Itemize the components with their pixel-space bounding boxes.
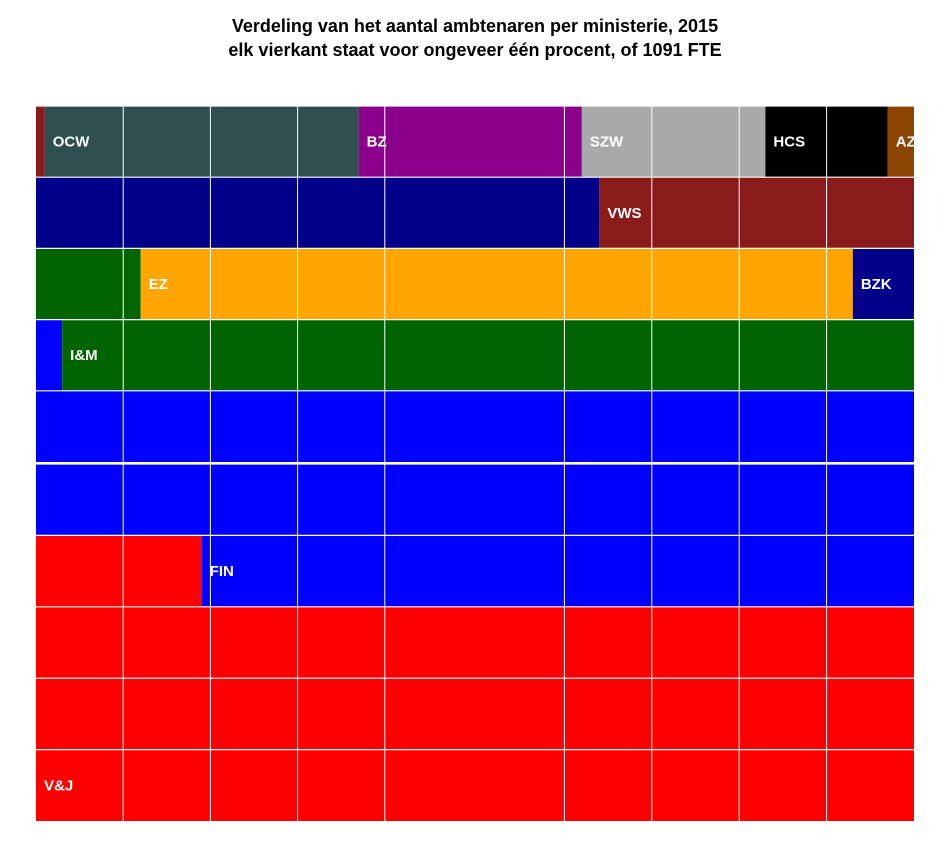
waffle-segment-vj: [472, 749, 914, 821]
waffle-segment-vj: [36, 749, 472, 821]
waffle-segment-im: [472, 319, 914, 391]
label-szw: SZW: [590, 134, 624, 151]
waffle-segment-im: [62, 319, 472, 391]
waffle-segment-az: [887, 106, 914, 178]
waffle-segment-vj: [472, 678, 914, 750]
waffle-segment-vj: [36, 606, 472, 679]
waffle-segment-bzk: [472, 177, 600, 249]
chart-title: Verdeling van het aantal ambtenaren per …: [231, 16, 719, 36]
waffle-segment-vj: [36, 535, 202, 607]
waffle-segment-fin: [472, 390, 914, 462]
waffle-segment-vws: [36, 106, 45, 178]
label-ocw: OCW: [53, 134, 91, 151]
waffle-segment-fin: [472, 535, 914, 607]
waffle-segment-vj: [472, 606, 914, 679]
waffle-segment-fin: [36, 464, 472, 536]
waffle-segment-bzk: [852, 248, 914, 320]
label-ez: EZ: [149, 276, 168, 293]
waffle-segment-ocw: [44, 106, 359, 178]
waffle-segment-bz: [472, 106, 582, 178]
label-hcs: HCS: [773, 134, 805, 151]
waffle-segment-ez: [140, 248, 472, 320]
label-bzk: BZK: [861, 276, 892, 293]
label-vws: VWS: [607, 205, 641, 222]
waffle-segment-fin: [36, 319, 63, 391]
waffle-segment-szw: [581, 106, 766, 178]
waffle-segment-fin: [201, 535, 472, 607]
waffle-segment-vws: [599, 177, 914, 249]
waffle-segment-bzk: [36, 177, 472, 249]
waffle-segment-vj: [36, 678, 472, 750]
waffle-segment-bz: [358, 106, 472, 178]
label-bz: BZ: [367, 134, 387, 151]
waffle-segment-ez: [472, 248, 853, 320]
waffle-segment-im: [36, 248, 141, 320]
label-im: I&M: [70, 347, 98, 364]
label-fin: FIN: [210, 563, 234, 580]
label-az: AZ: [896, 134, 916, 151]
chart-subtitle: elk vierkant staat voor ongeveer één pro…: [228, 40, 722, 60]
waffle-segment-fin: [472, 464, 914, 536]
waffle-segment-fin: [36, 390, 472, 462]
label-vj: V&J: [44, 777, 73, 794]
